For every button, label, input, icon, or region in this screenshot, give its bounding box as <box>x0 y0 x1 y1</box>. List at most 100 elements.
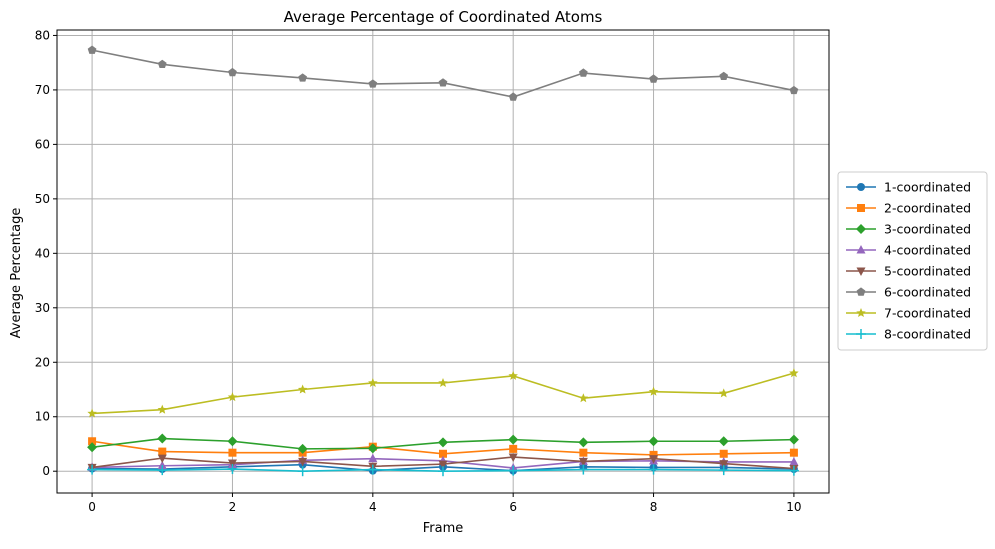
data-point <box>578 437 589 448</box>
data-point <box>438 377 448 388</box>
data-point <box>157 460 167 470</box>
legend-label: 5-coordinated <box>884 264 971 279</box>
y-tick-label: 0 <box>42 464 50 478</box>
legend-item: 2-coordinated <box>846 201 971 216</box>
legend-label: 4-coordinated <box>884 243 971 258</box>
legend-marker <box>856 224 866 234</box>
y-tick-label: 30 <box>35 301 50 315</box>
data-point <box>157 465 168 476</box>
series-8-coordinated <box>87 464 799 477</box>
legend-label: 6-coordinated <box>884 285 971 300</box>
data-point <box>87 45 97 54</box>
x-tick-label: 8 <box>650 500 658 514</box>
y-axis-label: Average Percentage <box>9 208 24 339</box>
data-point <box>578 68 588 77</box>
legend-marker <box>856 329 866 339</box>
legend-marker <box>856 287 866 296</box>
data-point <box>87 442 98 453</box>
data-point <box>227 436 238 447</box>
data-point <box>579 448 588 457</box>
chart-title: Average Percentage of Coordinated Atoms <box>284 8 603 26</box>
legend-item: 7-coordinated <box>846 306 971 321</box>
x-tick-label: 2 <box>229 500 237 514</box>
data-point <box>227 459 237 469</box>
y-tick-label: 70 <box>35 83 50 97</box>
legend-label: 1-coordinated <box>884 180 971 195</box>
data-point <box>157 59 167 69</box>
data-point <box>157 454 167 464</box>
data-point <box>648 436 659 447</box>
data-point <box>88 437 97 446</box>
data-point <box>508 370 518 380</box>
data-point <box>789 456 799 466</box>
data-point <box>438 78 448 87</box>
data-point <box>508 92 518 101</box>
data-point <box>788 465 799 476</box>
data-point <box>297 443 308 454</box>
data-point <box>788 434 799 445</box>
data-point <box>649 450 658 459</box>
data-point <box>649 455 659 464</box>
data-point <box>297 384 308 394</box>
legend-marker <box>856 245 866 254</box>
legend-label: 3-coordinated <box>884 222 971 237</box>
y-tick-label: 50 <box>35 192 50 206</box>
series-7-coordinated <box>87 368 799 418</box>
legend-box <box>837 171 988 351</box>
data-point <box>87 408 97 418</box>
legend-item: 3-coordinated <box>846 222 971 237</box>
data-point <box>158 447 167 456</box>
y-tick-label: 60 <box>35 137 50 151</box>
data-point <box>227 464 238 475</box>
x-tick-label: 10 <box>786 500 801 514</box>
data-point <box>718 436 729 447</box>
data-point <box>227 392 238 402</box>
legend-marker <box>856 267 866 276</box>
data-point <box>789 368 799 378</box>
legend-item: 5-coordinated <box>846 264 971 279</box>
data-point <box>439 449 447 458</box>
series-3-coordinated <box>87 433 799 454</box>
y-tick-label: 20 <box>35 355 50 369</box>
data-point <box>368 79 378 88</box>
data-point <box>298 73 308 82</box>
data-point <box>719 460 729 469</box>
data-point <box>648 386 659 396</box>
legend-item: 4-coordinated <box>846 243 971 258</box>
data-point <box>578 457 588 467</box>
legend-label: 7-coordinated <box>884 306 971 321</box>
data-point <box>719 71 729 81</box>
x-tick-label: 6 <box>509 500 517 514</box>
data-point <box>508 434 519 445</box>
data-point <box>438 460 448 470</box>
data-point <box>297 466 308 477</box>
legend-label: 8-coordinated <box>884 327 971 342</box>
legend-item: 6-coordinated <box>846 285 971 300</box>
data-point <box>508 453 518 463</box>
data-point <box>509 444 518 453</box>
y-tick-label: 10 <box>35 410 50 424</box>
data-point <box>648 464 659 475</box>
data-point <box>578 464 589 475</box>
data-point <box>368 453 378 463</box>
data-point <box>578 393 589 403</box>
data-point <box>368 377 378 388</box>
data-point <box>508 465 519 476</box>
y-tick-label: 40 <box>35 246 50 260</box>
data-point <box>228 67 237 77</box>
series-6-coordinated <box>87 45 799 101</box>
data-point <box>719 449 728 458</box>
data-point <box>438 437 448 448</box>
data-point <box>718 388 729 398</box>
legend: 1-coordinated 2-coordinated 3-coordinated 4… <box>837 171 988 351</box>
data-point <box>789 448 798 457</box>
plot-frame <box>56 29 830 494</box>
legend-marker <box>857 204 865 212</box>
data-point <box>367 443 378 454</box>
legend-marker <box>856 308 866 318</box>
legend-marker <box>857 183 865 191</box>
legend-item: 1-coordinated <box>846 180 971 195</box>
data-point <box>298 457 308 467</box>
